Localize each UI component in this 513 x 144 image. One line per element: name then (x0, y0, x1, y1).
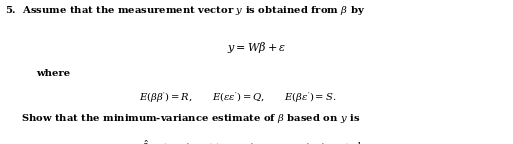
Text: $y = W\beta + \varepsilon$: $y = W\beta + \varepsilon$ (227, 40, 286, 55)
Text: Show that the minimum-variance estimate of $\beta$ based on $y$ is: Show that the minimum-variance estimate … (21, 112, 360, 125)
Text: where: where (36, 69, 70, 78)
Text: $E(\beta\beta') = R,\quad\quad E(\varepsilon\varepsilon') = Q,\quad\quad E(\beta: $E(\beta\beta') = R,\quad\quad E(\vareps… (139, 91, 336, 105)
Text: $\hat{\beta} = (RW' + S)(WRW' + WS + S'W' + Q)^{-1}y.$: $\hat{\beta} = (RW' + S)(WRW' + WS + S'W… (141, 138, 372, 144)
Text: 5.  Assume that the measurement vector $y$ is obtained from $\beta$ by: 5. Assume that the measurement vector $y… (5, 4, 365, 17)
